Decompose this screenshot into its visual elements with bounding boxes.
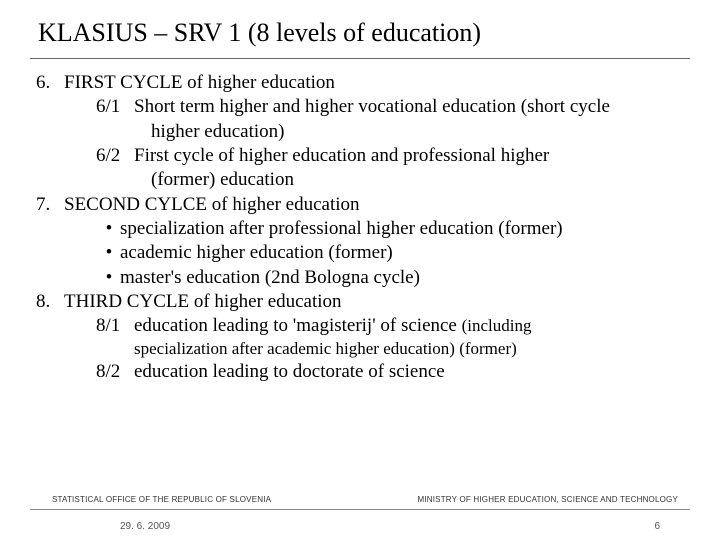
item-number: 7. [36,193,64,217]
sub-label: 8/1 [96,314,134,338]
sub-text: First cycle of higher education and prof… [134,144,690,168]
sub-item: 6/1 Short term higher and higher vocatio… [36,95,690,119]
footer-date: 29. 6. 2009 [120,521,170,532]
sub-continuation: specialization after academic higher edu… [36,338,690,360]
bullet-item: • specialization after professional high… [36,217,690,241]
sub-text: education leading to 'magisterij' of sci… [134,314,690,338]
footer-meta: 29. 6. 2009 6 [0,521,720,532]
item-number: 6. [36,71,64,95]
title-divider [30,58,690,59]
bullet-icon: • [98,217,120,241]
content-body: 6. FIRST CYCLE of higher education 6/1 S… [30,71,690,385]
bullet-item: • academic higher education (former) [36,241,690,265]
bullet-item: • master's education (2nd Bologna cycle) [36,266,690,290]
sub-text: education leading to doctorate of scienc… [134,360,690,384]
sub-text-note: (including [462,316,532,335]
slide-title: KLASIUS – SRV 1 (8 levels of education) [30,18,690,54]
slide: KLASIUS – SRV 1 (8 levels of education) … [0,0,720,385]
sub-label: 6/2 [96,144,134,168]
item-text: FIRST CYCLE of higher education [64,71,690,95]
bullet-text: master's education (2nd Bologna cycle) [120,266,690,290]
bullet-icon: • [98,241,120,265]
sub-text-main: education leading to 'magisterij' of sci… [134,315,462,336]
list-item: 6. FIRST CYCLE of higher education [36,71,690,95]
sub-item: 6/2 First cycle of higher education and … [36,144,690,168]
sub-label: 8/2 [96,360,134,384]
sub-continuation: (former) education [36,168,690,192]
list-item: 7. SECOND CYLCE of higher education [36,193,690,217]
footer-org-left: STATISTICAL OFFICE OF THE REPUBLIC OF SL… [52,495,271,504]
bullet-text: specialization after professional higher… [120,217,690,241]
sub-item: 8/2 education leading to doctorate of sc… [36,360,690,384]
bullet-text: academic higher education (former) [120,241,690,265]
sub-item: 8/1 education leading to 'magisterij' of… [36,314,690,338]
bullet-icon: • [98,266,120,290]
footer-divider [30,509,690,510]
footer-page-number: 6 [654,521,660,532]
footer-organizations: STATISTICAL OFFICE OF THE REPUBLIC OF SL… [0,495,720,504]
list-item: 8. THIRD CYCLE of higher education [36,290,690,314]
footer-org-right: MINISTRY OF HIGHER EDUCATION, SCIENCE AN… [417,495,678,504]
sub-continuation: higher education) [36,120,690,144]
item-text: SECOND CYLCE of higher education [64,193,690,217]
item-number: 8. [36,290,64,314]
sub-label: 6/1 [96,95,134,119]
item-text: THIRD CYCLE of higher education [64,290,690,314]
sub-text: Short term higher and higher vocational … [134,95,690,119]
